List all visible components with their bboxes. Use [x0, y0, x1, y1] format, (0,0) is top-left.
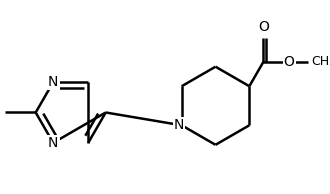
Text: N: N [48, 75, 58, 89]
Text: CH₃: CH₃ [311, 55, 330, 68]
Text: O: O [284, 55, 294, 69]
Text: N: N [174, 118, 184, 132]
Text: O: O [258, 20, 269, 34]
Text: N: N [48, 136, 58, 150]
